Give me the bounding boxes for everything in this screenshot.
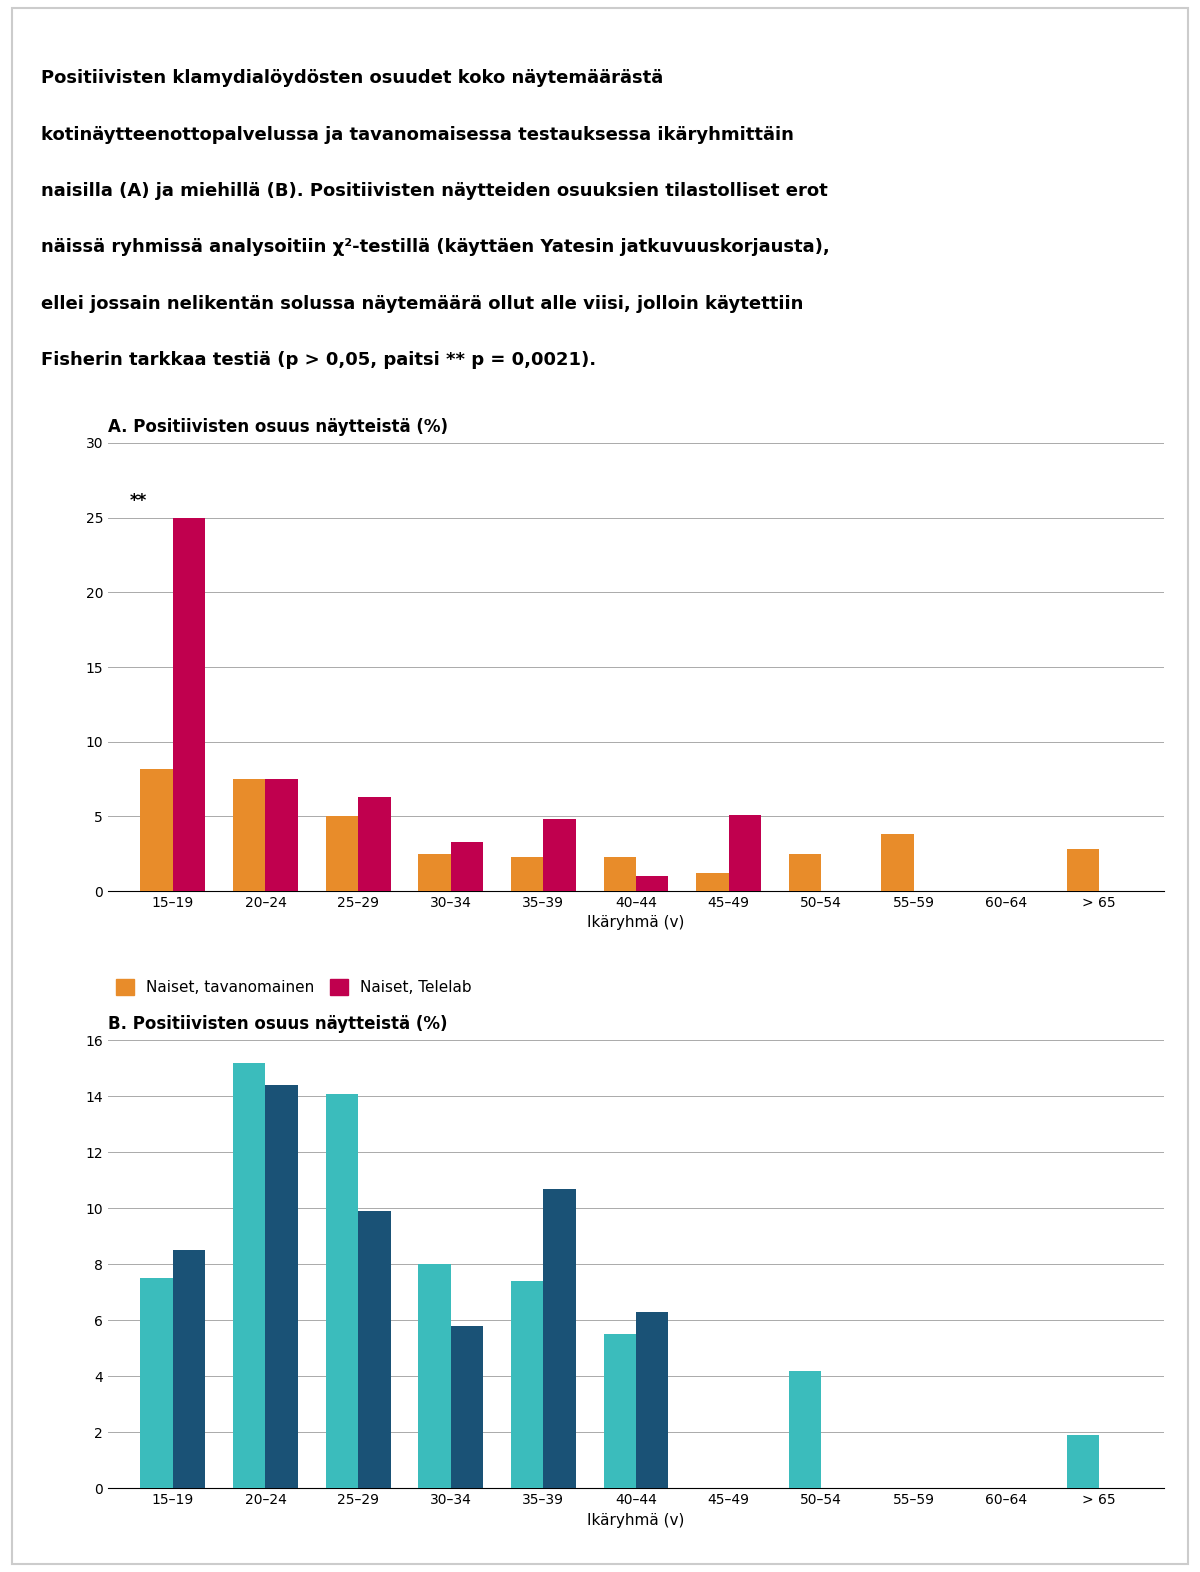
Bar xyxy=(511,1281,544,1489)
Bar xyxy=(882,835,914,891)
Bar xyxy=(788,854,821,891)
Text: ellei jossain nelikentän solussa näytemäärä ollut alle viisi, jolloin käytettiin: ellei jossain nelikentän solussa näytemä… xyxy=(42,294,804,313)
Text: KUVIO 1.: KUVIO 1. xyxy=(30,25,133,46)
Bar xyxy=(1067,849,1099,891)
Bar xyxy=(788,1371,821,1489)
Bar xyxy=(604,857,636,891)
Bar xyxy=(728,814,761,891)
Bar xyxy=(140,1278,173,1489)
Text: kotinäytteenottopalvelussa ja tavanomaisessa testauksessa ikäryhmittäin: kotinäytteenottopalvelussa ja tavanomais… xyxy=(42,126,794,143)
Bar xyxy=(451,841,484,891)
Bar xyxy=(451,1325,484,1489)
Bar xyxy=(325,1094,358,1489)
Bar xyxy=(358,797,390,891)
Bar xyxy=(265,1085,298,1489)
Bar xyxy=(173,1250,205,1489)
Text: näissä ryhmissä analysoitiin χ²-testillä (käyttäen Yatesin jatkuvuuskorjausta),: näissä ryhmissä analysoitiin χ²-testillä… xyxy=(42,239,830,256)
Text: naisilla (A) ja miehillä (B). Positiivisten näytteiden osuuksien tilastolliset e: naisilla (A) ja miehillä (B). Positiivis… xyxy=(42,182,828,200)
Bar xyxy=(325,816,358,891)
Bar xyxy=(636,1313,668,1489)
Bar xyxy=(544,819,576,891)
Legend: Naiset, tavanomainen, Naiset, Telelab: Naiset, tavanomainen, Naiset, Telelab xyxy=(115,979,472,995)
Text: Fisherin tarkkaa testiä (p > 0,05, paitsi ** p = 0,0021).: Fisherin tarkkaa testiä (p > 0,05, paits… xyxy=(42,351,596,369)
Bar xyxy=(636,876,668,891)
Bar xyxy=(419,854,451,891)
Text: **: ** xyxy=(130,492,146,511)
Bar xyxy=(1067,1435,1099,1489)
Bar xyxy=(511,857,544,891)
Bar xyxy=(544,1188,576,1489)
X-axis label: Ikäryhmä (v): Ikäryhmä (v) xyxy=(587,1512,685,1528)
Bar xyxy=(419,1264,451,1489)
Text: A. Positiivisten osuus näytteistä (%): A. Positiivisten osuus näytteistä (%) xyxy=(108,418,448,435)
Bar xyxy=(604,1335,636,1489)
Bar xyxy=(233,1063,265,1489)
Bar xyxy=(173,517,205,891)
Text: Positiivisten klamydialöydösten osuudet koko näytemäärästä: Positiivisten klamydialöydösten osuudet … xyxy=(42,69,664,88)
Bar xyxy=(140,769,173,891)
Text: B. Positiivisten osuus näytteistä (%): B. Positiivisten osuus näytteistä (%) xyxy=(108,1016,448,1033)
Bar xyxy=(265,780,298,891)
Bar xyxy=(233,780,265,891)
X-axis label: Ikäryhmä (v): Ikäryhmä (v) xyxy=(587,915,685,931)
Bar xyxy=(358,1210,390,1489)
Bar xyxy=(696,872,728,891)
